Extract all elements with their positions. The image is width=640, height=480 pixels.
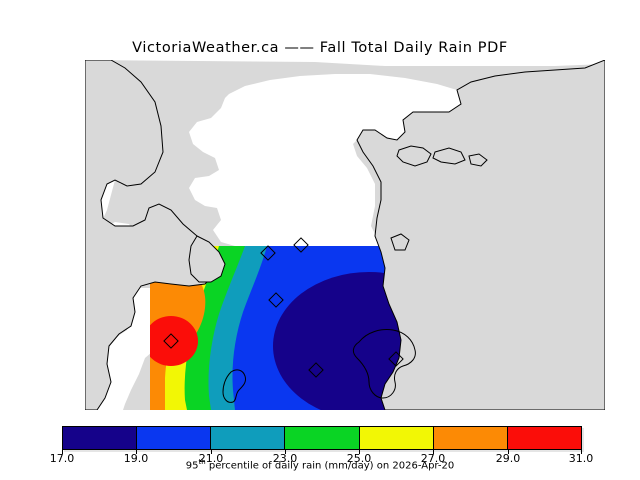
contour-line-inner [352,329,416,399]
colorbar-tickmark [508,450,509,454]
colorbar-segment-6[interactable] [507,427,581,449]
colorbar-tick-label: 25.0 [346,452,372,465]
colorbar-tick-label: 27.0 [420,452,446,465]
colorbar-tick-label: 21.0 [198,452,224,465]
map-panel[interactable] [85,60,605,410]
island-archipelago-3 [468,153,488,167]
colorbar-tickmark [433,450,434,454]
island-archipelago-1 [396,145,432,167]
diamond-marker[interactable] [388,351,404,367]
colorbar-segment-1[interactable] [137,427,212,449]
colorbar-segment-4[interactable] [359,427,434,449]
caption-rest: percentile of daily rain (mm/day) on 202… [205,460,455,472]
colorbar-ticks: 17.0 19.0 21.0 23.0 25.0 27.0 29.0 31.0 [50,450,593,465]
colorbar-tickmark [581,450,582,454]
diamond-marker[interactable] [293,237,309,253]
colorbar-caption: 95th percentile of daily rain (mm/day) o… [0,458,640,471]
caption-superscript: th [198,458,206,466]
island-archipelago-2 [432,147,466,165]
colorbar-tick-label: 19.0 [123,452,149,465]
contour-core-29-31 [150,316,198,366]
land-overlay-group [85,60,605,410]
colorbar-tickmark [136,450,137,454]
inlet-headland [188,235,226,283]
coastal-notch-east [390,233,410,251]
colorbar-tickmark [62,450,63,454]
colorbar-tick-label: 31.0 [568,452,594,465]
diamond-marker[interactable] [163,333,179,349]
colorbar-segment-3[interactable] [285,427,360,449]
map-figure [85,60,605,410]
page-title: VictoriaWeather.ca —— Fall Total Daily R… [132,40,508,56]
colorbar-strip[interactable] [62,426,582,450]
colorbar[interactable]: 17.0 19.0 21.0 23.0 25.0 27.0 29.0 31.0 [50,426,593,465]
colorbar-tickmark [285,450,286,454]
small-island [222,369,246,403]
colorbar-tick-label: 23.0 [272,452,298,465]
caption-prefix: 95 [185,460,199,472]
colorbar-segment-5[interactable] [433,427,508,449]
colorbar-tick-label: 29.0 [495,452,521,465]
colorbar-segment-2[interactable] [211,427,286,449]
colorbar-tickmark [359,450,360,454]
diamond-marker[interactable] [268,292,284,308]
contour-band-17-19 [273,272,408,410]
colorbar-tickmark [211,450,212,454]
diamond-marker[interactable] [308,362,324,378]
water-body [85,60,605,66]
station-marker-group[interactable] [163,237,404,378]
diamond-marker[interactable] [260,245,276,261]
colorbar-segment-0[interactable] [63,427,138,449]
colorbar-tick-label: 17.0 [49,452,75,465]
